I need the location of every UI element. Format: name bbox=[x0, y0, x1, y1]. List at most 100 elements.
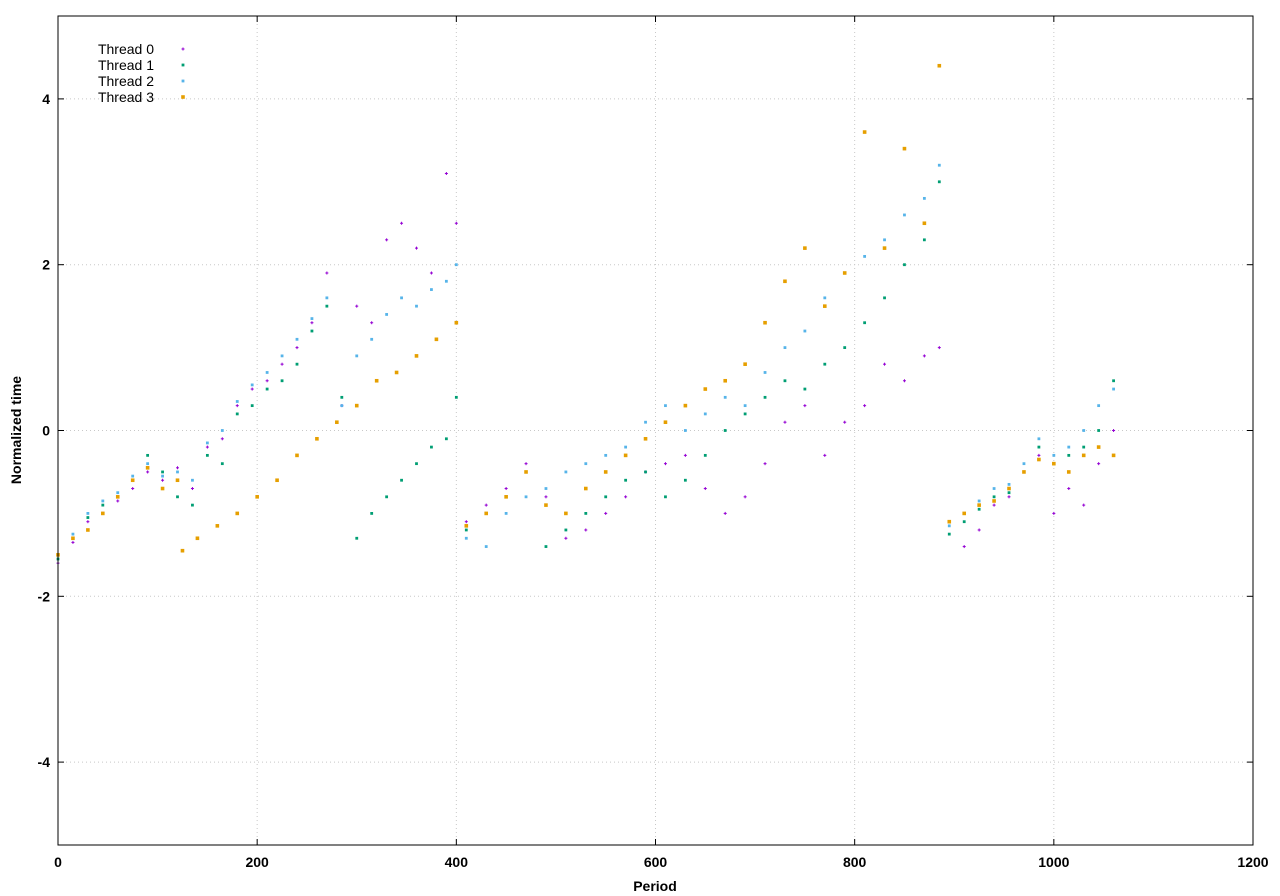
data-point bbox=[644, 420, 647, 424]
data-point bbox=[400, 296, 403, 300]
data-point bbox=[783, 346, 787, 349]
data-point bbox=[604, 511, 608, 515]
data-point bbox=[683, 478, 687, 482]
data-point bbox=[400, 478, 403, 482]
data-point bbox=[862, 130, 867, 134]
data-point bbox=[464, 536, 468, 540]
data-point bbox=[903, 213, 906, 217]
y-axis-title: Normalized time bbox=[8, 376, 24, 484]
data-point bbox=[160, 486, 165, 491]
data-point bbox=[842, 271, 847, 275]
data-point bbox=[430, 445, 433, 449]
data-point bbox=[146, 453, 150, 457]
data-point bbox=[623, 453, 628, 458]
data-point bbox=[643, 436, 648, 441]
data-point bbox=[947, 524, 951, 528]
data-point bbox=[205, 445, 209, 449]
data-point bbox=[723, 378, 728, 383]
data-point bbox=[1022, 470, 1026, 474]
data-point bbox=[205, 441, 209, 445]
data-point bbox=[370, 512, 374, 515]
data-point bbox=[723, 395, 727, 399]
data-point bbox=[843, 346, 847, 349]
data-point bbox=[683, 403, 688, 408]
data-point bbox=[763, 371, 767, 374]
data-point bbox=[977, 507, 981, 511]
data-point bbox=[1007, 482, 1011, 486]
data-point bbox=[355, 536, 359, 540]
data-point bbox=[947, 519, 952, 524]
data-point bbox=[394, 370, 399, 375]
data-point bbox=[295, 453, 299, 458]
x-tick-label: 1200 bbox=[1237, 854, 1268, 870]
data-point bbox=[937, 180, 941, 184]
data-point bbox=[703, 453, 707, 457]
data-point bbox=[205, 453, 209, 457]
legend-marker bbox=[181, 79, 185, 83]
data-point bbox=[723, 511, 727, 515]
data-point bbox=[335, 420, 339, 425]
data-point bbox=[176, 470, 179, 474]
data-point bbox=[374, 378, 379, 383]
data-point bbox=[101, 503, 105, 507]
data-point bbox=[220, 462, 224, 466]
data-point bbox=[524, 495, 528, 499]
data-point bbox=[603, 470, 608, 474]
data-point bbox=[703, 387, 708, 391]
y-tick-label: -2 bbox=[38, 588, 51, 604]
data-point bbox=[190, 487, 194, 491]
data-point bbox=[544, 503, 548, 507]
data-point bbox=[71, 536, 75, 541]
data-point bbox=[763, 320, 767, 325]
data-point bbox=[415, 304, 418, 308]
data-point bbox=[1067, 487, 1071, 491]
y-tick-label: 0 bbox=[42, 423, 50, 439]
data-point bbox=[86, 516, 90, 519]
ticks-layer: 0 200 400 600 800 1000 1200 -4 -2 0 2 4 bbox=[38, 16, 1269, 870]
data-point bbox=[564, 528, 568, 532]
data-point bbox=[1007, 495, 1011, 499]
data-point bbox=[743, 412, 747, 416]
data-point bbox=[310, 329, 314, 333]
data-point bbox=[235, 511, 240, 516]
data-point bbox=[1067, 453, 1071, 457]
data-point bbox=[823, 296, 827, 300]
legend-label: Thread 0 bbox=[98, 41, 154, 57]
data-point bbox=[145, 466, 150, 470]
data-point bbox=[883, 238, 886, 242]
data-point bbox=[903, 263, 906, 267]
series-thread-0 bbox=[56, 172, 1116, 565]
data-point bbox=[235, 412, 239, 416]
data-point bbox=[444, 437, 448, 441]
data-point bbox=[130, 478, 135, 483]
data-point bbox=[937, 63, 942, 68]
data-point bbox=[215, 524, 220, 528]
data-point bbox=[1037, 457, 1041, 462]
data-point bbox=[1112, 429, 1116, 432]
data-point bbox=[743, 362, 747, 366]
data-point bbox=[1097, 404, 1101, 408]
data-point bbox=[564, 536, 568, 540]
x-tick-label: 0 bbox=[54, 854, 62, 870]
data-point bbox=[564, 511, 568, 516]
data-point bbox=[664, 495, 667, 499]
data-point bbox=[882, 246, 887, 250]
data-point bbox=[464, 528, 468, 532]
data-point bbox=[922, 221, 927, 226]
data-point bbox=[783, 379, 787, 383]
data-point bbox=[663, 420, 668, 425]
data-point bbox=[823, 453, 827, 457]
data-point bbox=[703, 412, 707, 416]
data-point bbox=[863, 255, 867, 258]
legend-marker bbox=[181, 95, 185, 99]
data-point bbox=[101, 511, 105, 516]
data-point bbox=[370, 337, 374, 341]
data-point bbox=[454, 320, 459, 325]
data-point bbox=[1097, 462, 1101, 466]
data-point bbox=[743, 404, 747, 408]
data-point bbox=[992, 487, 996, 490]
data-point bbox=[71, 532, 75, 536]
data-point bbox=[484, 503, 488, 507]
legend-label: Thread 2 bbox=[98, 73, 154, 89]
data-point bbox=[683, 429, 687, 432]
